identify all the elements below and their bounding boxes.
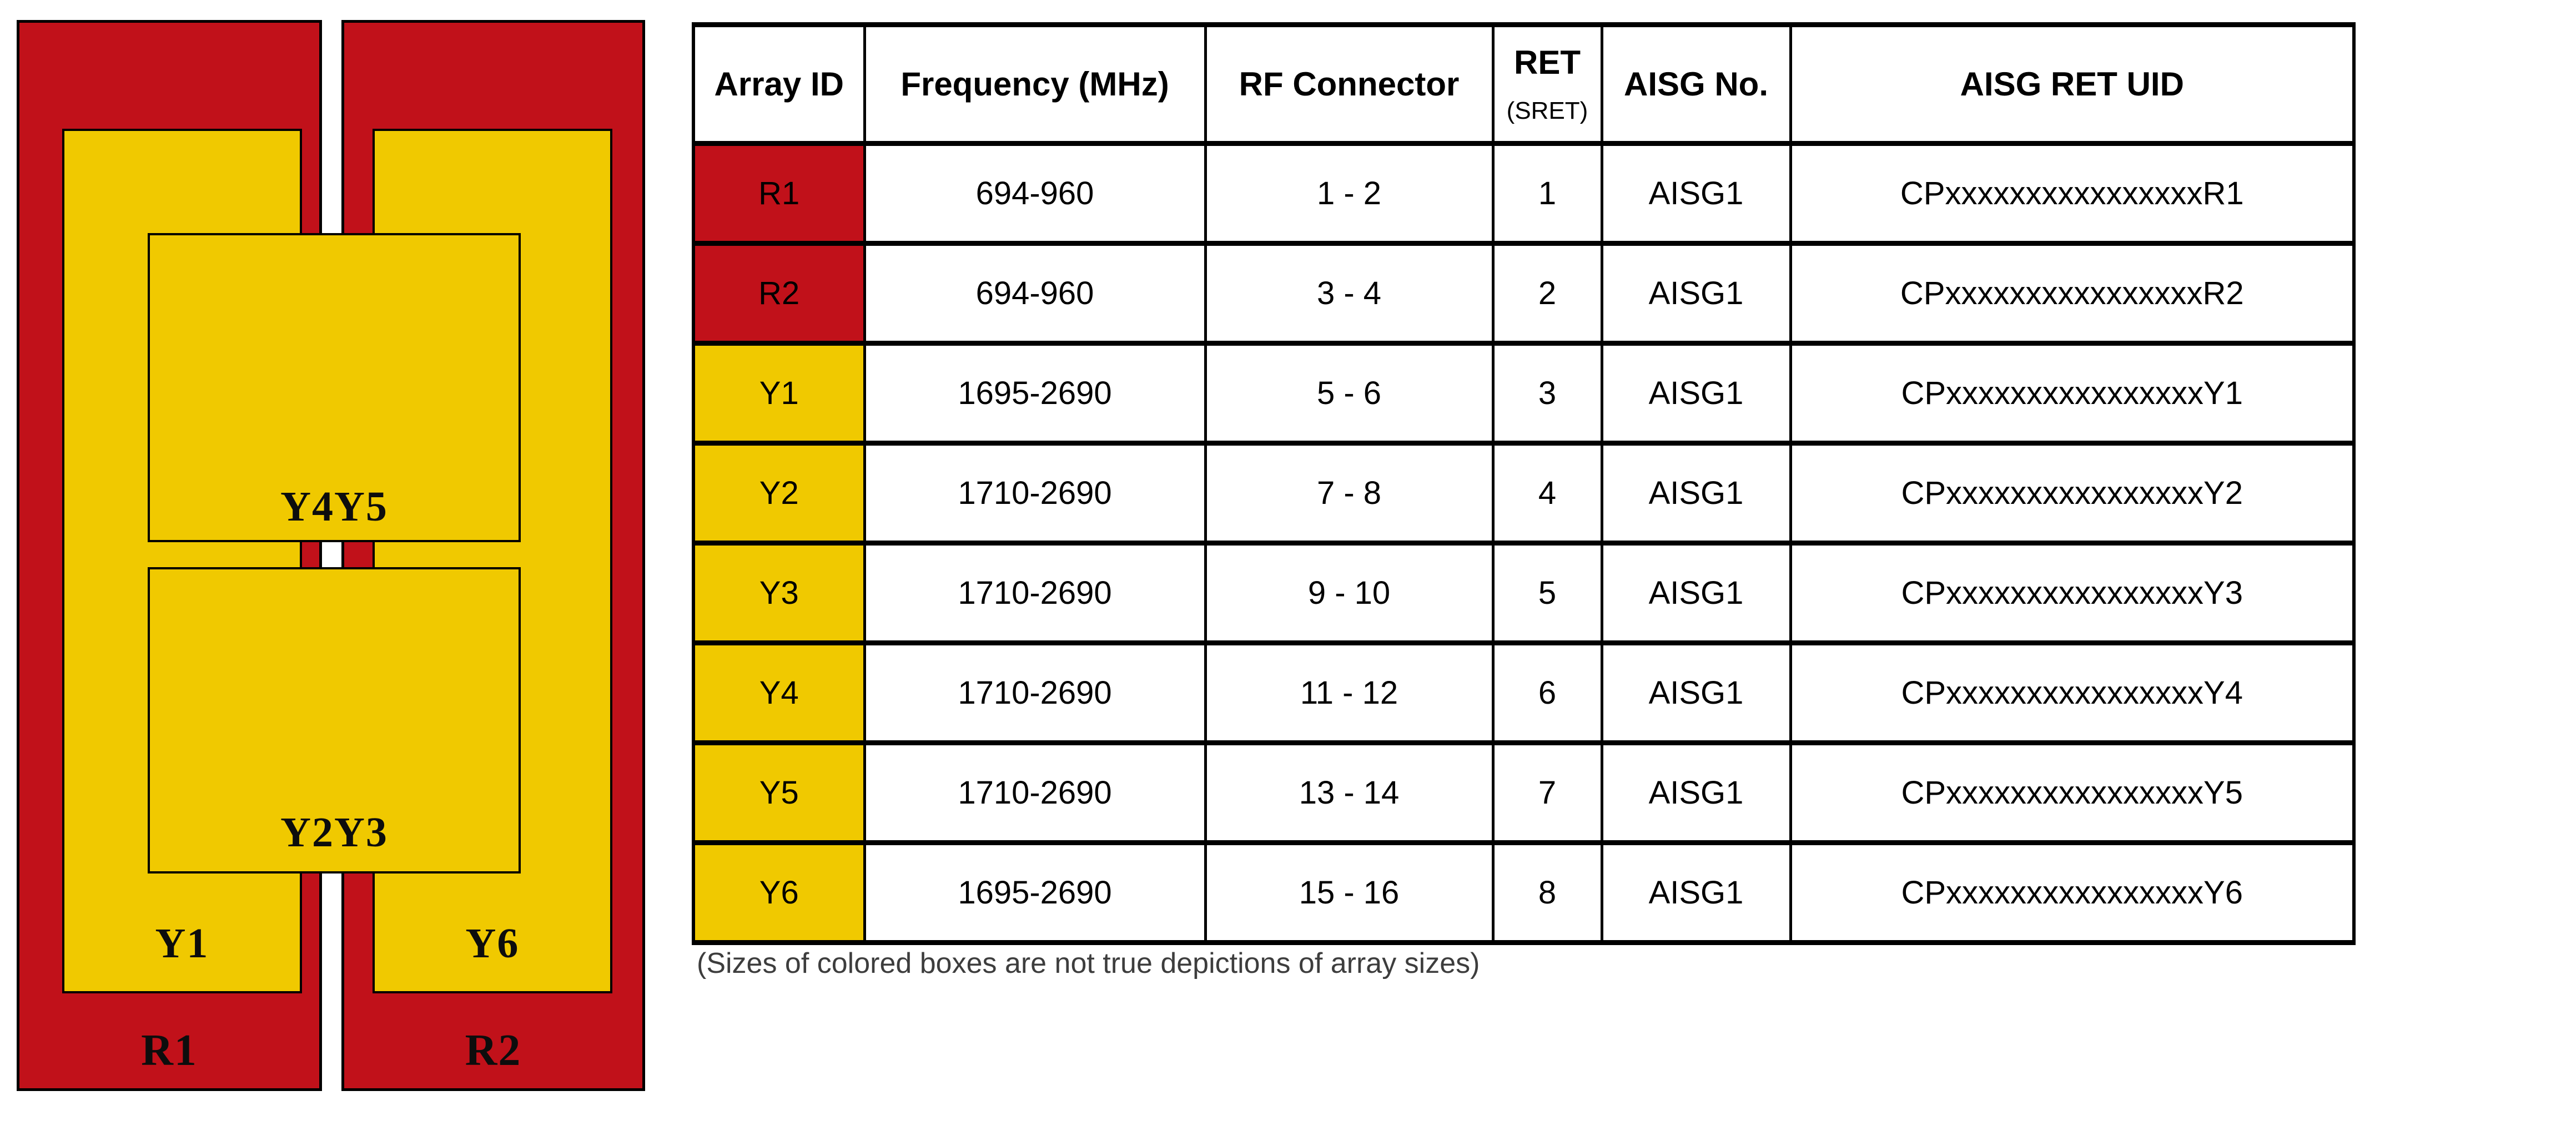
frequency-cell: 1710-2690: [863, 541, 1207, 645]
table-header-row: Array ID Frequency (MHz) RF Connector RE…: [692, 22, 2356, 146]
aisg-no-cell: AISG1: [1600, 441, 1792, 546]
frequency-cell: 1695-2690: [863, 341, 1207, 446]
col-header-rf-connector: RF Connector: [1204, 22, 1495, 146]
aisg-ret-uid-cell: CPxxxxxxxxxxxxxxxxR1: [1789, 141, 2356, 246]
table-row: Y1 1695-2690 5 - 6 3 AISG1 CPxxxxxxxxxxx…: [692, 341, 2356, 446]
aisg-no-cell: AISG1: [1600, 341, 1792, 446]
antenna-array-diagram: R1 R2 Y1 Y6 Y4Y5 Y2Y3: [0, 0, 677, 1121]
array-id-cell: Y3: [692, 541, 866, 645]
table-row: Y2 1710-2690 7 - 8 4 AISG1 CPxxxxxxxxxxx…: [692, 441, 2356, 546]
array-id-cell: Y1: [692, 341, 866, 446]
table-row: R1 694-960 1 - 2 1 AISG1 CPxxxxxxxxxxxxx…: [692, 141, 2356, 246]
array-panel-y4y5: Y4Y5: [148, 233, 521, 542]
ret-cell: 1: [1491, 141, 1603, 246]
ret-cell: 5: [1491, 541, 1603, 645]
col-header-array-id: Array ID: [692, 22, 866, 146]
table-row: Y3 1710-2690 9 - 10 5 AISG1 CPxxxxxxxxxx…: [692, 541, 2356, 645]
rf-connector-cell: 11 - 12: [1204, 640, 1495, 745]
array-id-cell: Y5: [692, 740, 866, 845]
array-label-r1: R1: [141, 1026, 198, 1075]
array-id-cell: R1: [692, 141, 866, 246]
array-label-y2y3: Y2Y3: [280, 809, 388, 856]
ret-cell: 2: [1491, 241, 1603, 346]
aisg-ret-uid-cell: CPxxxxxxxxxxxxxxxxY3: [1789, 541, 2356, 645]
ret-header-sub: (SRET): [1506, 97, 1588, 125]
table-row: R2 694-960 3 - 4 2 AISG1 CPxxxxxxxxxxxxx…: [692, 241, 2356, 346]
frequency-cell: 1710-2690: [863, 441, 1207, 546]
rf-connector-cell: 13 - 14: [1204, 740, 1495, 845]
table-row: Y4 1710-2690 11 - 12 6 AISG1 CPxxxxxxxxx…: [692, 640, 2356, 745]
aisg-no-cell: AISG1: [1600, 740, 1792, 845]
col-header-aisg-ret-uid: AISG RET UID: [1789, 22, 2356, 146]
aisg-ret-uid-cell: CPxxxxxxxxxxxxxxxxY1: [1789, 341, 2356, 446]
ret-cell: 4: [1491, 441, 1603, 546]
frequency-cell: 1710-2690: [863, 740, 1207, 845]
ret-header-stack: RET (SRET): [1496, 30, 1599, 139]
size-disclaimer-note: (Sizes of colored boxes are not true dep…: [697, 947, 1480, 979]
array-label-r2: R2: [465, 1026, 522, 1075]
rf-connector-cell: 7 - 8: [1204, 441, 1495, 546]
rf-connector-cell: 9 - 10: [1204, 541, 1495, 645]
array-panel-y2y3: Y2Y3: [148, 567, 521, 873]
col-header-ret: RET (SRET): [1491, 22, 1603, 146]
aisg-ret-uid-cell: CPxxxxxxxxxxxxxxxxR2: [1789, 241, 2356, 346]
aisg-no-cell: AISG1: [1600, 541, 1792, 645]
array-id-cell: R2: [692, 241, 866, 346]
aisg-no-cell: AISG1: [1600, 640, 1792, 745]
col-header-aisg-no: AISG No.: [1600, 22, 1792, 146]
table-row: Y6 1695-2690 15 - 16 8 AISG1 CPxxxxxxxxx…: [692, 840, 2356, 945]
ret-cell: 8: [1491, 840, 1603, 945]
ret-cell: 7: [1491, 740, 1603, 845]
aisg-ret-uid-cell: CPxxxxxxxxxxxxxxxxY5: [1789, 740, 2356, 845]
array-label-y4y5: Y4Y5: [280, 483, 388, 530]
array-label-y1: Y1: [155, 920, 209, 967]
rf-connector-cell: 15 - 16: [1204, 840, 1495, 945]
ret-header-main: RET: [1514, 43, 1581, 81]
frequency-cell: 1695-2690: [863, 840, 1207, 945]
aisg-no-cell: AISG1: [1600, 840, 1792, 945]
ret-cell: 6: [1491, 640, 1603, 745]
frequency-cell: 1710-2690: [863, 640, 1207, 745]
ret-cell: 3: [1491, 341, 1603, 446]
rf-connector-cell: 5 - 6: [1204, 341, 1495, 446]
aisg-no-cell: AISG1: [1600, 141, 1792, 246]
array-id-cell: Y2: [692, 441, 866, 546]
table-row: Y5 1710-2690 13 - 14 7 AISG1 CPxxxxxxxxx…: [692, 740, 2356, 845]
rf-connector-cell: 1 - 2: [1204, 141, 1495, 246]
frequency-cell: 694-960: [863, 241, 1207, 346]
rf-connector-cell: 3 - 4: [1204, 241, 1495, 346]
aisg-ret-uid-cell: CPxxxxxxxxxxxxxxxxY2: [1789, 441, 2356, 546]
array-spec-table: Array ID Frequency (MHz) RF Connector RE…: [692, 22, 2356, 945]
array-label-y6: Y6: [465, 920, 520, 967]
array-id-cell: Y4: [692, 640, 866, 745]
array-id-cell: Y6: [692, 840, 866, 945]
aisg-ret-uid-cell: CPxxxxxxxxxxxxxxxxY6: [1789, 840, 2356, 945]
aisg-no-cell: AISG1: [1600, 241, 1792, 346]
col-header-frequency: Frequency (MHz): [863, 22, 1207, 146]
aisg-ret-uid-cell: CPxxxxxxxxxxxxxxxxY4: [1789, 640, 2356, 745]
frequency-cell: 694-960: [863, 141, 1207, 246]
